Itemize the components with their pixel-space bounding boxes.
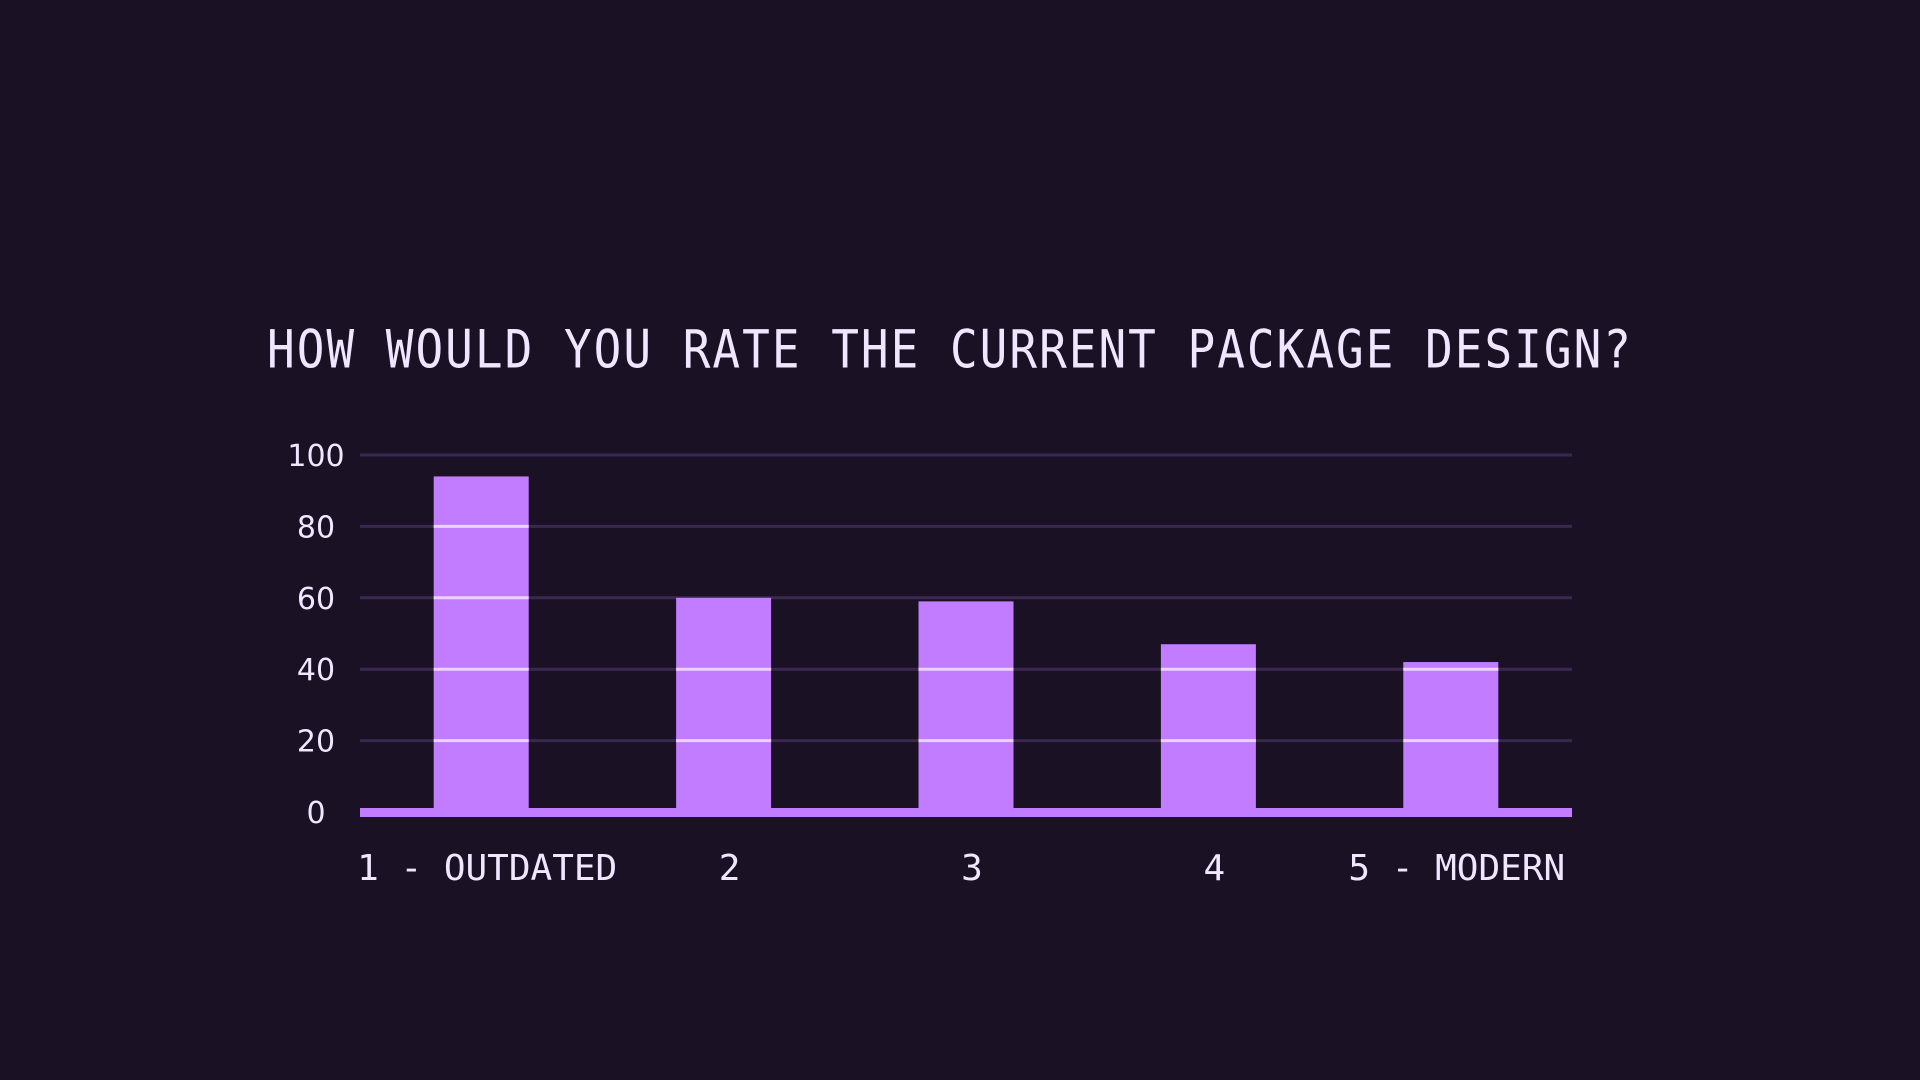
- x-category-label: 3: [961, 848, 983, 889]
- x-axis-baseline: [360, 808, 1572, 817]
- y-tick-label: 60: [297, 582, 335, 617]
- y-tick-label: 80: [297, 510, 335, 545]
- x-category-label: 1 - OUTDATED: [357, 848, 617, 889]
- bar: [433, 476, 529, 812]
- bar: [676, 597, 772, 812]
- bar: [1403, 662, 1499, 812]
- y-tick-label: 20: [297, 725, 335, 760]
- x-category-label: 4: [1204, 848, 1226, 889]
- y-tick-label: 100: [287, 439, 344, 474]
- y-tick-label: 0: [306, 796, 325, 831]
- bar: [918, 601, 1014, 812]
- x-category-label: 2: [719, 848, 741, 889]
- bar: [1160, 644, 1256, 812]
- y-tick-label: 40: [297, 653, 335, 688]
- chart-title: HOW WOULD YOU RATE THE CURRENT PACKAGE D…: [267, 318, 1633, 381]
- x-category-label: 5 - MODERN: [1348, 848, 1565, 889]
